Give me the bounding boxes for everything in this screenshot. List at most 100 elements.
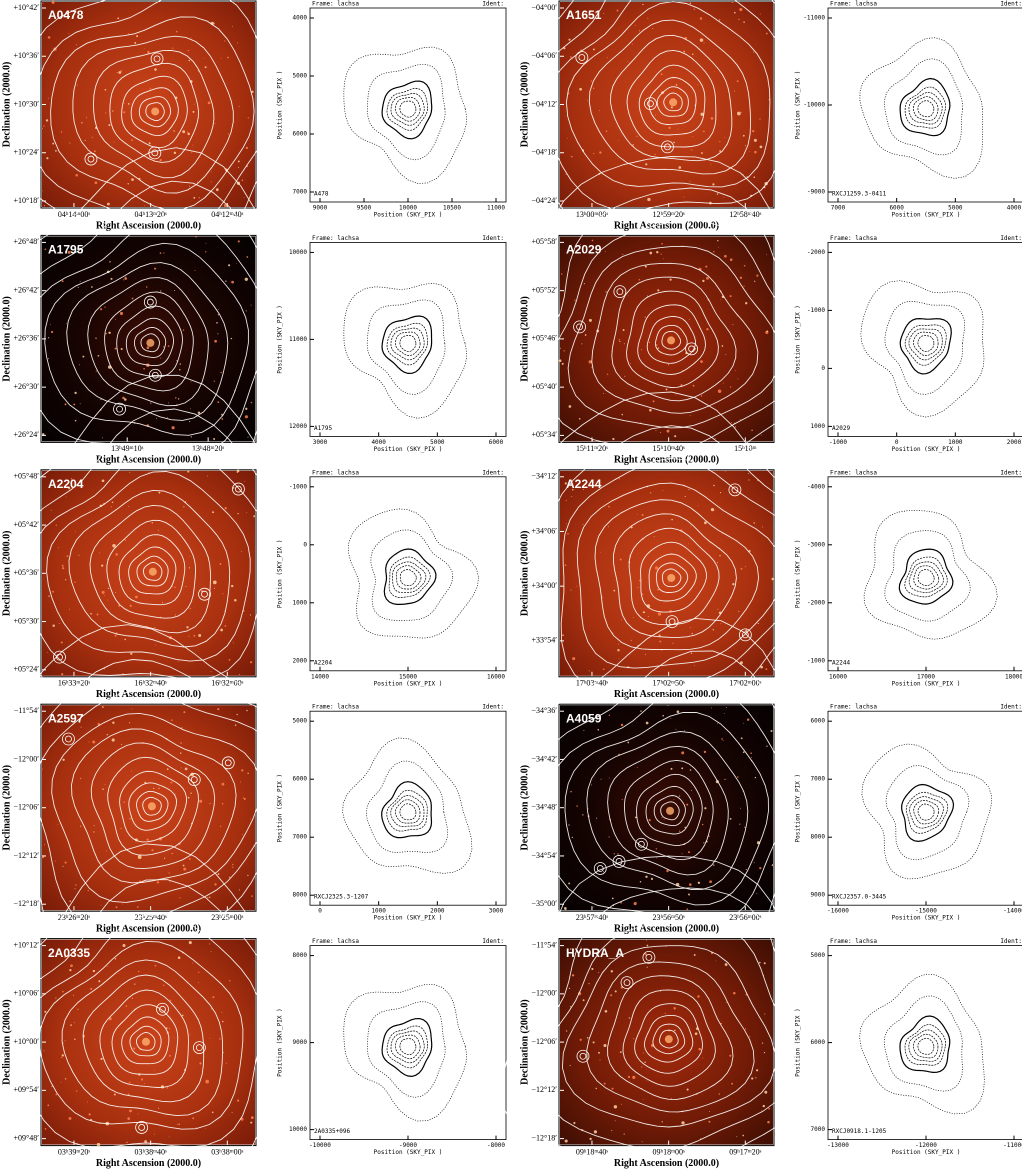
star <box>675 84 678 86</box>
x-tick-label: 0 <box>895 439 899 446</box>
frame-label: Frame: lachsa <box>830 1 877 8</box>
star <box>759 145 763 149</box>
contours <box>342 737 473 874</box>
star <box>154 1069 155 1071</box>
star <box>187 131 189 134</box>
contour-label: A2204 <box>314 659 332 666</box>
point-source <box>647 100 654 108</box>
star <box>708 1120 711 1123</box>
star <box>639 881 642 883</box>
y-axis-label: Position (SKY_PIX ) <box>795 71 802 140</box>
contour <box>130 87 179 137</box>
contour <box>2 879 277 1172</box>
contour <box>44 242 249 436</box>
star <box>731 422 733 424</box>
star <box>190 408 192 410</box>
star <box>714 510 716 511</box>
star <box>101 706 104 709</box>
cluster-name: A4059 <box>566 711 602 725</box>
star <box>74 391 77 395</box>
contour <box>908 561 944 594</box>
ident-label: Ident: <box>482 1 504 8</box>
x-tick-label: -11000 <box>1003 1142 1022 1149</box>
star <box>88 1113 91 1116</box>
star <box>689 180 691 182</box>
dec-tick-label: +10°18′ <box>14 196 40 205</box>
point-source <box>637 840 645 848</box>
star <box>61 672 64 676</box>
star <box>149 87 152 90</box>
contour-frame <box>309 7 507 203</box>
contour <box>399 1038 417 1056</box>
star <box>98 980 101 983</box>
ra-axis-label: Right Ascension (2000.0) <box>96 923 201 934</box>
contour <box>586 731 749 890</box>
star <box>107 587 110 590</box>
star <box>710 507 715 512</box>
star <box>753 176 756 178</box>
ra-axis-label: Right Ascension (2000.0) <box>614 455 719 466</box>
y-tick-label: 5000 <box>811 952 826 959</box>
star <box>618 140 619 141</box>
star <box>603 871 604 873</box>
star <box>578 13 580 15</box>
star <box>598 1051 600 1054</box>
ra-axis-label: Right Ascension (2000.0) <box>614 220 719 231</box>
sky-image <box>560 705 773 911</box>
star <box>649 408 652 412</box>
star <box>145 286 148 288</box>
y-tick-label: -1000 <box>807 307 825 314</box>
dec-tick-label: +26°30′ <box>14 382 40 391</box>
ra-tick-label: 17ʰ03ᵐ40ˢ <box>576 679 608 688</box>
star <box>665 388 668 391</box>
star <box>771 864 774 867</box>
y-tick-label: 7000 <box>811 776 826 783</box>
star <box>94 181 98 185</box>
star <box>124 638 126 641</box>
x-tick-label: 6000 <box>889 205 904 212</box>
star <box>42 2 44 4</box>
ra-tick-label: 09ʰ18ᵐ00ˢ <box>653 1147 685 1156</box>
star <box>43 125 45 127</box>
point-source <box>593 862 607 875</box>
contour <box>121 75 188 149</box>
star <box>616 9 619 12</box>
point-source <box>613 285 627 299</box>
y-axis-label: Position (SKY_PIX ) <box>795 539 802 608</box>
sky-image <box>42 236 255 442</box>
star <box>717 608 719 610</box>
star <box>77 17 79 19</box>
star <box>662 489 664 491</box>
contour-frame <box>309 945 507 1140</box>
star <box>117 17 120 20</box>
star <box>702 279 705 283</box>
cluster-name: A2597 <box>48 711 84 725</box>
star <box>659 431 662 434</box>
star <box>67 250 71 254</box>
star <box>122 396 125 400</box>
sky-stars <box>558 239 769 442</box>
star <box>50 509 52 511</box>
star <box>180 767 182 769</box>
star <box>154 627 156 629</box>
dec-axis-label: Declination (2000.0) <box>519 765 530 851</box>
contour <box>89 504 211 634</box>
y-axis-label: Position (SKY_PIX ) <box>795 1008 802 1077</box>
star <box>737 111 741 116</box>
star <box>231 1112 233 1114</box>
dec-tick-label: −34°48′ <box>532 803 558 812</box>
star <box>44 248 47 251</box>
star <box>229 980 231 982</box>
contour <box>636 773 703 846</box>
star <box>183 867 187 871</box>
point-source <box>192 1041 206 1054</box>
star <box>123 102 125 104</box>
star <box>733 11 736 14</box>
y-tick-label: -11000 <box>803 15 825 22</box>
star <box>220 57 222 59</box>
star <box>681 1121 685 1125</box>
star <box>717 389 722 393</box>
star <box>668 364 670 366</box>
star <box>213 380 215 382</box>
y-axis-label: Position (SKY_PIX ) <box>277 305 284 374</box>
